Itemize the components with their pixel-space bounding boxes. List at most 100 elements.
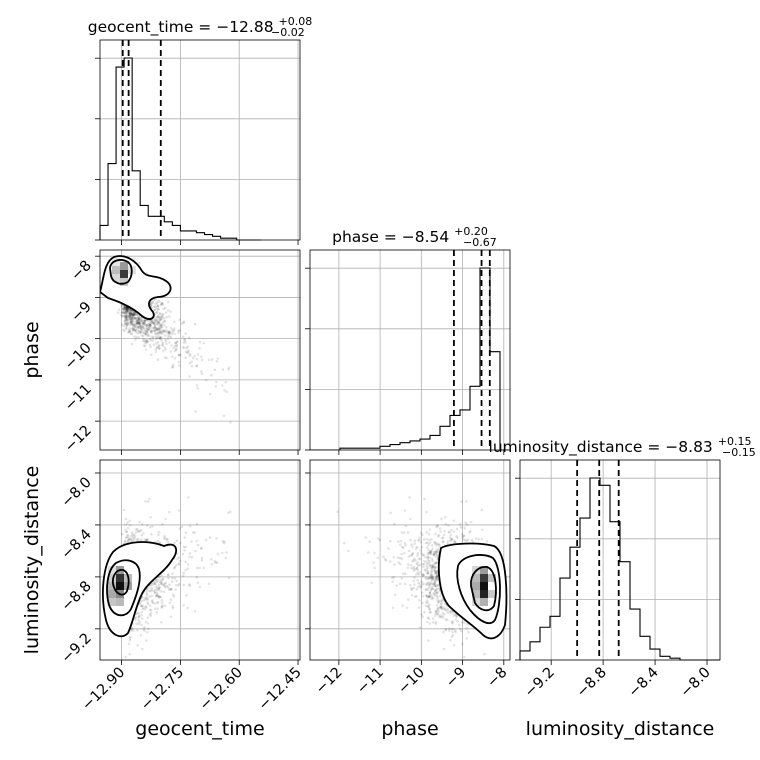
sample-point: [154, 348, 157, 351]
sample-point: [430, 544, 434, 547]
sample-point: [182, 346, 186, 349]
sample-point: [437, 534, 440, 538]
sample-point: [182, 320, 185, 324]
sample-point: [178, 563, 181, 566]
sample-point: [177, 329, 180, 332]
density-phase-vs-luminosity-distance: [437, 542, 508, 640]
sample-point: [130, 316, 133, 320]
sample-point: [143, 344, 147, 348]
sample-point: [195, 364, 198, 368]
sample-point: [155, 591, 159, 595]
sample-point: [126, 309, 130, 313]
sample-point: [159, 331, 163, 334]
sample-point: [124, 528, 127, 532]
density-cell: [112, 258, 120, 266]
sample-point: [124, 316, 127, 320]
sample-point: [193, 322, 197, 326]
sample-point: [180, 322, 184, 326]
sample-point: [401, 572, 405, 575]
xticks-geocent-time: −12.90 −12.75 −12.60 −12.45: [79, 660, 305, 714]
sample-point: [416, 585, 420, 589]
sample-point: [414, 547, 418, 550]
sample-point: [132, 312, 135, 316]
sample-point: [198, 347, 201, 350]
y-tick-label: −11: [62, 381, 95, 414]
ylabel-luminosity-distance: luminosity_distance: [21, 466, 43, 655]
sample-point: [424, 604, 428, 608]
sample-point: [190, 556, 194, 559]
sample-point: [163, 329, 167, 333]
sample-point: [436, 549, 439, 552]
sample-point: [157, 321, 161, 324]
sample-point: [158, 347, 162, 350]
sample-point: [401, 545, 404, 549]
sample-point: [418, 570, 422, 574]
sample-point: [436, 524, 439, 527]
sample-point: [130, 316, 134, 319]
sample-point: [434, 551, 438, 554]
sample-point: [171, 593, 175, 597]
sample-point: [450, 610, 454, 613]
sample-point: [202, 566, 206, 570]
sample-point: [134, 616, 138, 619]
y-tick-label: −10: [62, 340, 95, 373]
sample-point: [150, 353, 153, 357]
sample-point: [158, 329, 161, 333]
sample-point: [133, 329, 137, 332]
sample-point: [427, 595, 431, 598]
sample-point: [466, 622, 469, 626]
sample-point: [347, 549, 350, 553]
sample-point: [159, 318, 162, 321]
sample-point: [145, 340, 149, 343]
sample-point: [406, 563, 410, 566]
sample-point: [162, 583, 165, 587]
sample-point: [449, 638, 452, 642]
sample-point: [166, 573, 170, 577]
sample-point: [126, 307, 130, 311]
sample-point: [124, 319, 128, 322]
sample-point: [152, 343, 156, 347]
sample-point: [128, 316, 131, 320]
sample-point: [137, 622, 141, 625]
sample-point: [140, 614, 143, 617]
sample-point: [190, 360, 193, 364]
sample-point: [173, 541, 176, 545]
sample-point: [148, 608, 152, 612]
sample-point: [422, 554, 426, 557]
contour-outer-phase-lumdist: [437, 542, 508, 640]
sample-point: [158, 312, 162, 315]
sample-point: [138, 602, 141, 606]
sample-point: [154, 350, 158, 354]
sample-point: [193, 354, 196, 358]
sample-point: [125, 320, 129, 323]
sample-point: [424, 541, 428, 545]
sample-point: [182, 571, 186, 575]
sample-point: [425, 583, 428, 586]
sample-point: [153, 328, 157, 332]
sample-point: [432, 553, 436, 556]
sample-point: [148, 322, 152, 326]
sample-point: [129, 629, 133, 632]
sample-point: [162, 307, 165, 311]
sample-point: [364, 536, 368, 539]
sample-point: [129, 312, 133, 316]
sample-point: [123, 310, 126, 314]
sample-point: [443, 608, 447, 611]
sample-point: [436, 608, 439, 612]
sample-point: [148, 613, 152, 616]
sample-point: [169, 336, 173, 339]
sample-point: [411, 545, 414, 549]
sample-point: [167, 330, 171, 334]
sample-point: [428, 584, 431, 587]
sample-point: [465, 627, 469, 630]
sample-point: [449, 533, 453, 537]
sample-point: [122, 307, 125, 310]
sample-point: [453, 612, 457, 616]
sample-point: [428, 607, 431, 610]
sample-point: [442, 536, 445, 539]
sample-point: [434, 566, 438, 569]
sample-point: [405, 606, 409, 610]
sample-point: [124, 314, 127, 318]
sample-point: [131, 312, 135, 316]
sample-point: [146, 326, 150, 330]
